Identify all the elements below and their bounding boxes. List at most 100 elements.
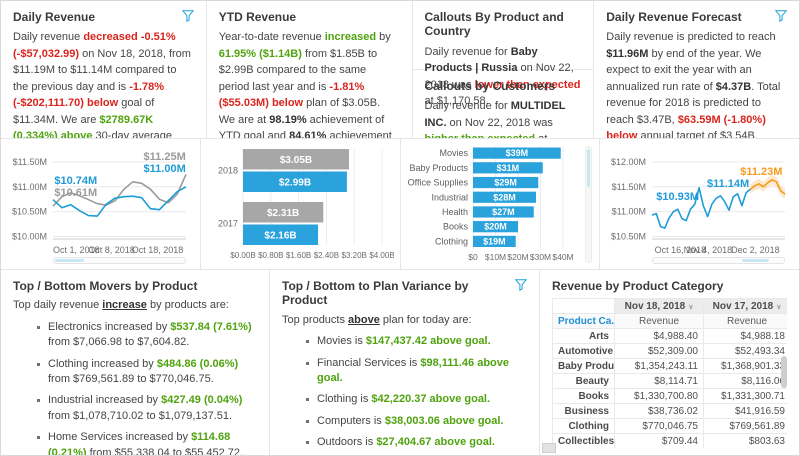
list-item: Electronics increased by $537.84 (7.61%)… [37, 320, 253, 351]
svg-text:$3.20B: $3.20B [341, 251, 366, 260]
text-segment: Daily revenue is predicted to reach [606, 31, 776, 44]
text-segment: $147,437.42 above goal. [365, 335, 491, 348]
chart-scrollbar-thumb[interactable] [587, 149, 591, 188]
table-row[interactable]: Business $38,736.02 $41,916.59 [552, 403, 787, 420]
list-item: Industrial increased by $427.49 (0.04%) … [37, 393, 253, 424]
svg-text:$29M: $29M [494, 178, 517, 188]
text-segment: $2789.67K (0.334%) above [13, 113, 154, 139]
svg-text:$0.80B: $0.80B [258, 251, 283, 260]
revenue-cell: $803.63 [703, 433, 787, 449]
date-column-header[interactable]: Nov 18, 2018 ∨ [614, 298, 704, 315]
text-segment: $427.49 (0.04%) [161, 394, 243, 407]
svg-text:$11.00M: $11.00M [13, 182, 47, 192]
panel-ytd-revenue-chart: $0.00B $0.80B $1.60B $2.40B $3.20B $4.00B 2018… [200, 139, 401, 270]
list-item: Home Services increased by $114.68 (0.21… [37, 430, 253, 455]
svg-text:$27M: $27M [492, 207, 515, 217]
list-intro: Top daily revenue increase by products a… [13, 298, 257, 313]
chart-scrollbar[interactable] [652, 257, 786, 264]
table-row[interactable]: Clothing $770,046.75 $769,561.89 [552, 418, 787, 435]
revenue-cell: $8,114.71 [614, 373, 704, 390]
revenue-cell: $52,309.00 [614, 343, 704, 360]
text-segment: $11.96M [606, 47, 649, 60]
svg-text:$1.60B: $1.60B [286, 251, 311, 260]
narrative-text: Daily revenue is predicted to reach $11.… [606, 29, 787, 138]
chart-scrollbar-thumb[interactable] [742, 259, 769, 262]
data-point-label: $10.74M [54, 175, 98, 188]
revenue-cell: $1,354,243.11 [614, 358, 704, 375]
forecast-line-chart[interactable]: $12.00M $11.50M $11.00M $10.50M Oct 16, 2018… [606, 143, 793, 265]
panel-title: Top / Bottom to Plan Variance by Product [282, 279, 469, 308]
svg-text:Clothing: Clothing [434, 236, 467, 246]
text-segment: Daily revenue for [424, 100, 511, 113]
table-row[interactable]: Beauty $8,114.71 $8,116.06 [552, 373, 787, 390]
list-item: Computers is $38,003.06 above goal. [306, 414, 523, 429]
table-corner-box [542, 443, 556, 453]
text-segment: achievement for annual goal. [329, 130, 392, 139]
text-segment: Financial Services is [317, 356, 421, 369]
revenue-cell: $1,331,300.71 [703, 388, 787, 405]
table-row[interactable]: Baby Product$1,354,243.11$1,368,901.33 [552, 358, 787, 375]
callouts-product-country: Callouts By Product and Country Daily re… [412, 1, 594, 107]
text-segment: from $7,066.98 to $7,604.82. [48, 336, 190, 349]
svg-text:Nov 4, 2018: Nov 4, 2018 [684, 245, 733, 255]
panel-header: Callouts By Product and Country [425, 10, 582, 39]
panel-title: YTD Revenue [218, 10, 297, 24]
text-segment: $4.37B [715, 80, 752, 93]
table-row[interactable]: Books $1,330,700.80 $1,331,300.71 [552, 388, 787, 405]
text-segment: Home Services increased by [48, 431, 192, 444]
panel-header: Daily Revenue Forecast [606, 10, 787, 24]
text-segment: by products are: [146, 299, 229, 312]
data-point-label: $10.93M [656, 191, 700, 204]
svg-text:$28M: $28M [493, 192, 516, 202]
panel-title: Daily Revenue Forecast [606, 10, 742, 24]
revenue-cell: $1,330,700.80 [614, 388, 704, 405]
panel-category-bar-chart: $0 $10M $20M $30M $40M Movies $39M Baby Product… [400, 139, 601, 270]
text-segment: 61.95% ($1.14B) [218, 47, 302, 60]
ytd-revenue-bar-chart[interactable]: $0.00B $0.80B $1.60B $2.40B $3.20B $4.00B 2018… [207, 143, 394, 265]
filter-icon[interactable] [515, 279, 527, 291]
panel-header: Top / Bottom to Plan Variance by Product [282, 279, 527, 308]
panel-plan-variance: Top / Bottom to Plan Variance by Product… [270, 270, 540, 455]
table-scrollbar-thumb[interactable] [781, 356, 787, 389]
svg-text:$2.99B: $2.99B [279, 177, 311, 188]
list-item: Clothing increased by $484.86 (0.06%) fr… [37, 357, 253, 388]
panel-daily-revenue-forecast: Daily Revenue Forecast Daily revenue is … [594, 1, 799, 139]
text-segment: from $1,078,710.02 to $1,079,137.51. [48, 409, 233, 422]
panel-header: Top / Bottom Movers by Product [13, 279, 257, 293]
revenue-cell: $41,916.59 [703, 403, 787, 420]
text-segment: plan for today are: [379, 313, 472, 326]
daily-revenue-line-chart[interactable]: $11.50M $11.00M $10.50M $10.00M Oct 1, 2018 O… [7, 143, 194, 265]
table-row[interactable]: Collectibles $709.44 $803.63 [552, 433, 787, 449]
svg-text:$10.50M: $10.50M [12, 207, 47, 217]
filter-icon[interactable] [181, 10, 194, 22]
chart-scrollbar[interactable] [585, 146, 593, 263]
svg-text:2018: 2018 [218, 166, 238, 176]
data-point-label: $11.14M [706, 177, 750, 190]
table-scrollbar[interactable] [781, 330, 787, 448]
text-segment: by end of the year. We expect to exit th… [606, 47, 762, 93]
revenue-by-category-bar-chart[interactable]: $0 $10M $20M $30M $40M Movies $39M Baby Product… [407, 143, 594, 265]
text-segment: -1.78% (-$202,111.70) below [13, 80, 165, 110]
table-row[interactable]: Automotive $52,309.00 $52,493.34 [552, 343, 787, 360]
product-category-header-link[interactable]: Product Ca... [552, 313, 615, 330]
callouts-customers: Callouts by Customers Daily revenue for … [413, 70, 594, 138]
table-row[interactable]: Arts $4,988.40 $4,988.18 [552, 328, 787, 345]
table-corner-cell [552, 298, 615, 315]
svg-text:Movies: Movies [439, 148, 468, 158]
svg-text:$4.00B: $4.00B [369, 251, 394, 260]
chart-scrollbar[interactable] [53, 257, 186, 264]
panel-title: Callouts by Customers [424, 79, 556, 93]
svg-text:$20M: $20M [507, 252, 528, 262]
narrative-text: Daily revenue for Baby Products | Russia… [425, 44, 582, 110]
chart-scrollbar-thumb[interactable] [55, 259, 85, 262]
svg-text:$39M: $39M [505, 148, 528, 158]
svg-text:$2.31B: $2.31B [267, 208, 299, 219]
revenue-subheader: Revenue [703, 313, 787, 330]
revenue-cell: $4,988.18 [703, 328, 787, 345]
text-segment: from $769,561.89 to $770,046.75. [48, 372, 214, 385]
filter-icon[interactable] [775, 10, 787, 22]
date-column-header[interactable]: Nov 17, 2018 ∨ [703, 298, 787, 315]
panel-header: Revenue by Product Category [552, 279, 787, 293]
svg-text:$11.50M: $11.50M [612, 182, 646, 192]
text-segment: Top daily revenue [13, 299, 103, 312]
